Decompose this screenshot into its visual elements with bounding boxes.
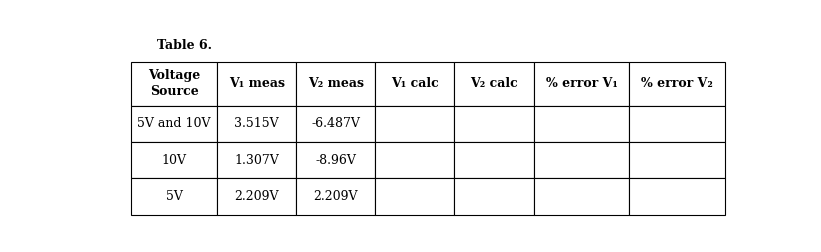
Bar [217,178,296,215]
Text: V₂ meas: V₂ meas [308,77,364,90]
Bar [534,178,629,215]
Text: V₁ meas: V₁ meas [228,77,285,90]
Text: 2.209V: 2.209V [234,190,279,203]
Bar [296,62,375,106]
Bar [455,142,534,178]
Bar [534,62,629,106]
Bar [455,106,534,142]
Text: % error V₂: % error V₂ [641,77,713,90]
Text: Voltage
Source: Voltage Source [148,70,200,99]
Bar [629,106,725,142]
Bar [375,142,455,178]
Bar [629,178,725,215]
Bar [131,178,217,215]
Text: 3.515V: 3.515V [234,117,279,130]
Bar [131,142,217,178]
Bar [629,142,725,178]
Bar [296,142,375,178]
Bar [534,142,629,178]
Bar [375,106,455,142]
Bar [375,62,455,106]
Bar [629,62,725,106]
Text: 1.307V: 1.307V [234,154,279,167]
Bar [217,142,296,178]
Bar [131,106,217,142]
Bar [217,106,296,142]
Bar [131,62,217,106]
Bar [296,106,375,142]
Text: 2.209V: 2.209V [314,190,358,203]
Bar [217,62,296,106]
Bar [455,178,534,215]
Text: V₁ calc: V₁ calc [391,77,438,90]
Bar [455,62,534,106]
Text: -8.96V: -8.96V [315,154,356,167]
Bar [534,106,629,142]
Text: % error V₁: % error V₁ [545,77,617,90]
Text: V₂ calc: V₂ calc [470,77,518,90]
Text: 10V: 10V [162,154,186,167]
Text: 5V and 10V: 5V and 10V [137,117,211,130]
Bar [375,178,455,215]
Text: 5V: 5V [166,190,182,203]
Text: Table 6.: Table 6. [157,39,212,52]
Bar [296,178,375,215]
Text: -6.487V: -6.487V [311,117,360,130]
